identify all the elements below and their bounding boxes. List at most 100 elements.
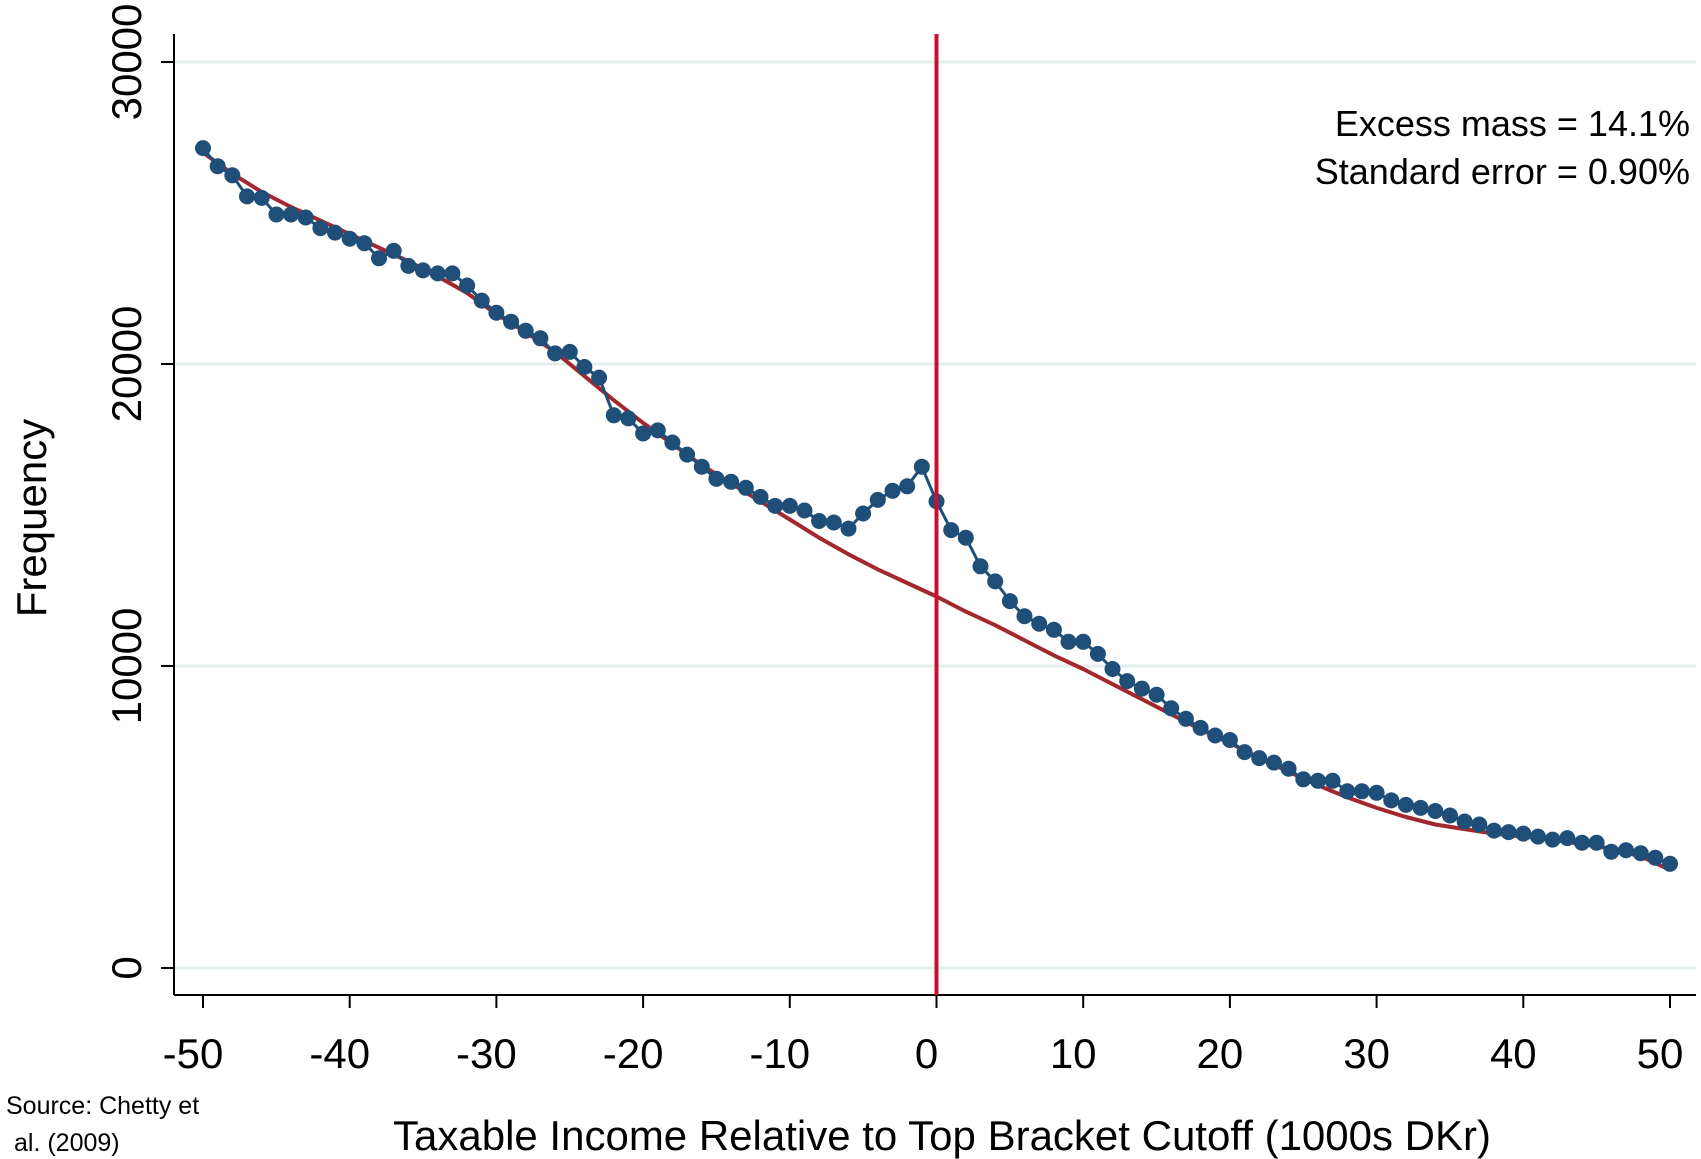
observed-point <box>679 446 696 463</box>
source-note-line-1: Source: Chetty et <box>6 1092 199 1120</box>
observed-point <box>312 220 329 237</box>
observed-point <box>1251 750 1268 767</box>
observed-point <box>1574 834 1590 851</box>
observed-point <box>488 304 505 321</box>
observed-point <box>1544 831 1561 848</box>
observed-point <box>737 479 754 496</box>
observed-point <box>1471 816 1488 833</box>
x-tick-label: -30 <box>456 1030 517 1077</box>
observed-point <box>1500 824 1517 841</box>
observed-point <box>781 497 798 514</box>
observed-point <box>591 369 608 386</box>
observed-point <box>1016 608 1033 625</box>
observed-point <box>1265 754 1282 771</box>
observed-point <box>1427 803 1444 819</box>
observed-point <box>1632 845 1649 862</box>
observed-point <box>1397 796 1414 813</box>
observed-point <box>473 292 490 309</box>
observed-point <box>605 407 622 424</box>
observed-point <box>1588 834 1605 851</box>
observed-point <box>664 434 681 451</box>
observed-point <box>1456 813 1473 830</box>
x-tick-label: -20 <box>603 1030 664 1077</box>
observed-point <box>371 250 387 267</box>
observed-point <box>913 458 930 475</box>
observed-point <box>899 478 916 495</box>
observed-series <box>195 140 1678 872</box>
observed-point <box>297 209 314 226</box>
y-axis-title: Frequency <box>8 419 55 617</box>
source-note-line-2: al. (2009) <box>14 1129 120 1157</box>
observed-point <box>1001 593 1018 610</box>
observed-point <box>1075 633 1092 650</box>
observed-point <box>1295 771 1312 788</box>
observed-point <box>415 262 431 279</box>
y-tick-label: 10000 <box>103 608 150 725</box>
observed-point <box>503 313 520 330</box>
observed-point <box>1662 855 1678 872</box>
observed-point <box>327 224 343 241</box>
x-tick-label: 0 <box>915 1030 938 1077</box>
x-tick-label: 20 <box>1197 1030 1244 1077</box>
x-tick-label: -10 <box>749 1030 810 1077</box>
observed-point <box>429 265 446 282</box>
observed-point <box>195 140 211 157</box>
observed-point <box>1119 673 1136 690</box>
observed-point <box>341 230 358 247</box>
y-tick-label: 0 <box>103 956 150 979</box>
observed-point <box>649 422 666 439</box>
observed-point <box>1339 783 1356 800</box>
x-tick-label: -50 <box>163 1030 224 1077</box>
x-tick-labels: -50 -40 -30 -20 -10 0 10 20 30 40 50 <box>163 995 1684 1077</box>
observed-point <box>1486 822 1502 839</box>
x-tick-label: 50 <box>1637 1030 1684 1077</box>
observed-point <box>855 505 872 522</box>
y-tick-labels: 0 10000 20000 30000 <box>103 4 174 980</box>
observed-point <box>1442 807 1458 824</box>
observed-point <box>1515 825 1532 842</box>
observed-point <box>840 520 857 537</box>
observed-point <box>1309 772 1326 789</box>
observed-point <box>811 513 828 529</box>
observed-point <box>1221 732 1238 748</box>
observed-point <box>1104 661 1121 677</box>
observed-point <box>620 410 637 427</box>
observed-point <box>972 558 989 575</box>
observed-point <box>517 322 534 339</box>
observed-point <box>1324 772 1341 789</box>
x-tick-label: -40 <box>309 1030 370 1077</box>
observed-point <box>1412 799 1429 816</box>
observed-point <box>943 522 960 539</box>
observed-point <box>1207 727 1224 744</box>
observed-point <box>1530 828 1546 845</box>
observed-point <box>825 514 842 531</box>
observed-point <box>723 473 740 490</box>
observed-point <box>1647 849 1664 866</box>
observed-point <box>1089 645 1106 662</box>
observed-point <box>1353 783 1370 800</box>
excess-mass-annotation: Excess mass = 14.1% <box>1335 103 1690 144</box>
observed-point <box>400 257 417 274</box>
x-tick-label: 40 <box>1490 1030 1537 1077</box>
x-tick-label: 30 <box>1343 1030 1390 1077</box>
y-tick-label: 30000 <box>103 4 150 121</box>
observed-point <box>884 482 901 499</box>
x-tick-label: 10 <box>1050 1030 1097 1077</box>
observed-point <box>209 158 226 175</box>
observed-point <box>987 573 1004 590</box>
observed-point <box>1618 842 1634 859</box>
observed-point <box>752 488 769 505</box>
observed-point <box>356 235 373 252</box>
observed-point <box>796 502 813 519</box>
observed-point <box>576 359 593 375</box>
observed-point <box>767 497 784 514</box>
observed-point <box>253 189 270 206</box>
observed-point <box>561 343 578 360</box>
observed-point <box>1603 843 1620 860</box>
observed-point <box>547 345 564 362</box>
observed-point <box>1031 615 1048 632</box>
observed-point <box>532 330 549 347</box>
observed-point <box>385 242 402 259</box>
observed-point <box>268 206 285 223</box>
